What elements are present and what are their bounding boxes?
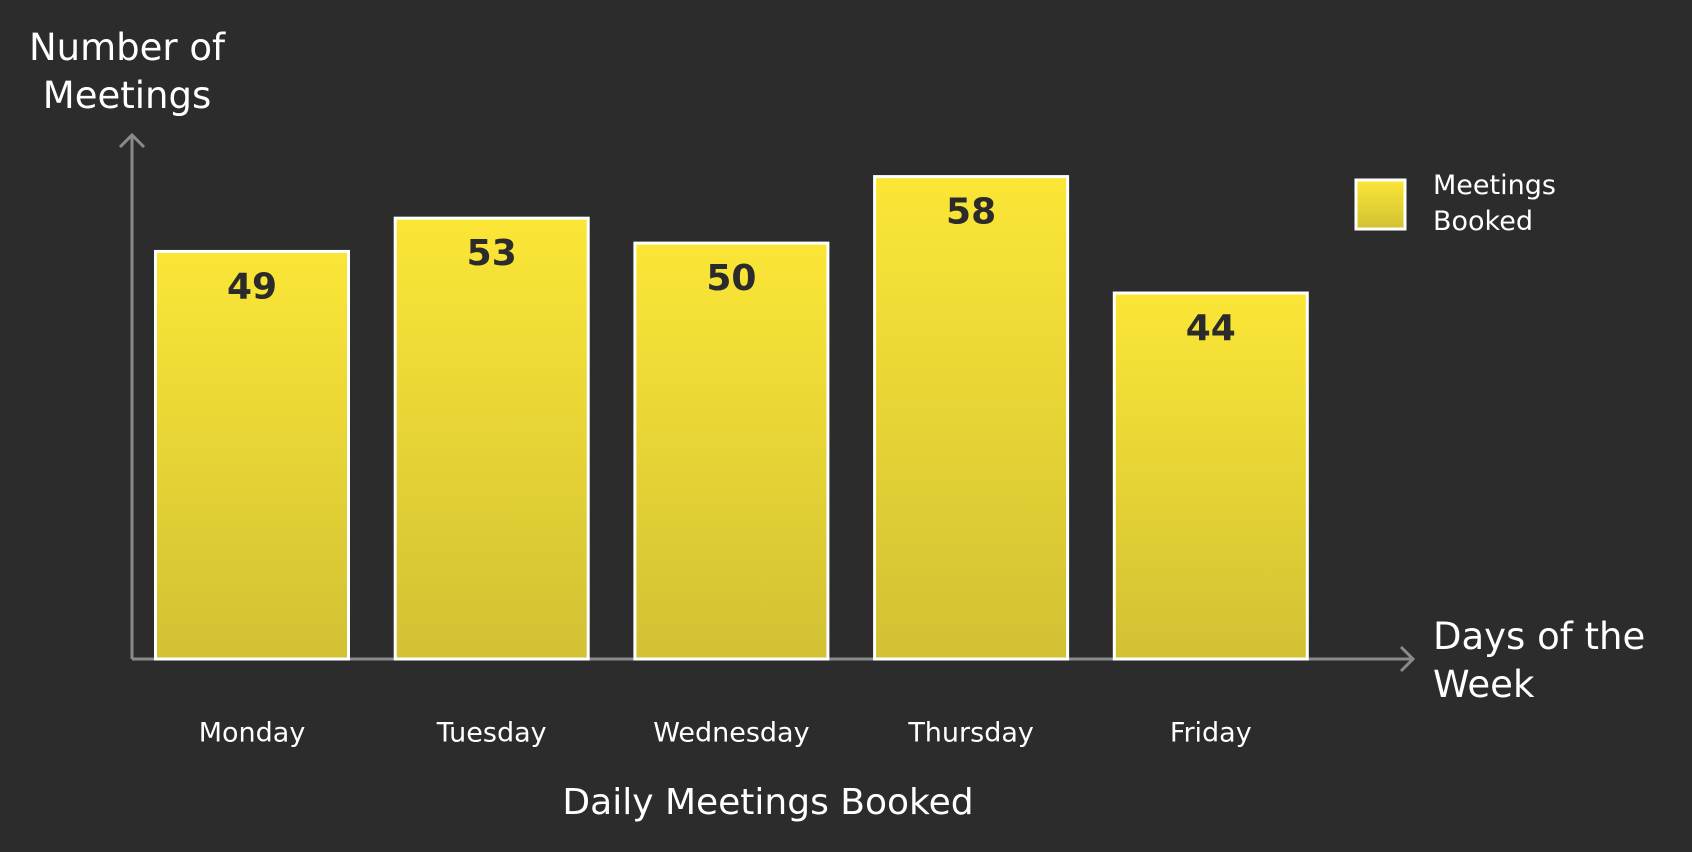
y-axis-label: Number of Meetings <box>28 26 226 117</box>
x-tick-label: Friday <box>1170 718 1252 749</box>
y-axis-arrow <box>118 132 146 149</box>
bar <box>873 175 1070 661</box>
bar <box>154 249 350 661</box>
x-tick-label: Tuesday <box>436 718 547 749</box>
value-label: 50 <box>706 258 756 299</box>
x-tick-label: Wednesday <box>653 718 809 749</box>
bar <box>1112 291 1309 661</box>
bar <box>393 216 590 661</box>
value-label: 44 <box>1186 308 1236 349</box>
x-axis-label: Days of the Week <box>1433 615 1646 706</box>
value-label: 58 <box>946 192 996 233</box>
x-axis-arrow <box>1399 645 1416 673</box>
x-tick-label: Monday <box>199 718 306 749</box>
chart-title: Daily Meetings Booked <box>562 782 973 823</box>
value-label: 49 <box>227 266 277 307</box>
bar <box>633 241 830 661</box>
x-tick-label: Thursday <box>907 718 1034 749</box>
legend-swatch <box>1354 178 1407 231</box>
legend-label: Meetings Booked <box>1433 170 1556 237</box>
value-label: 53 <box>467 233 517 274</box>
